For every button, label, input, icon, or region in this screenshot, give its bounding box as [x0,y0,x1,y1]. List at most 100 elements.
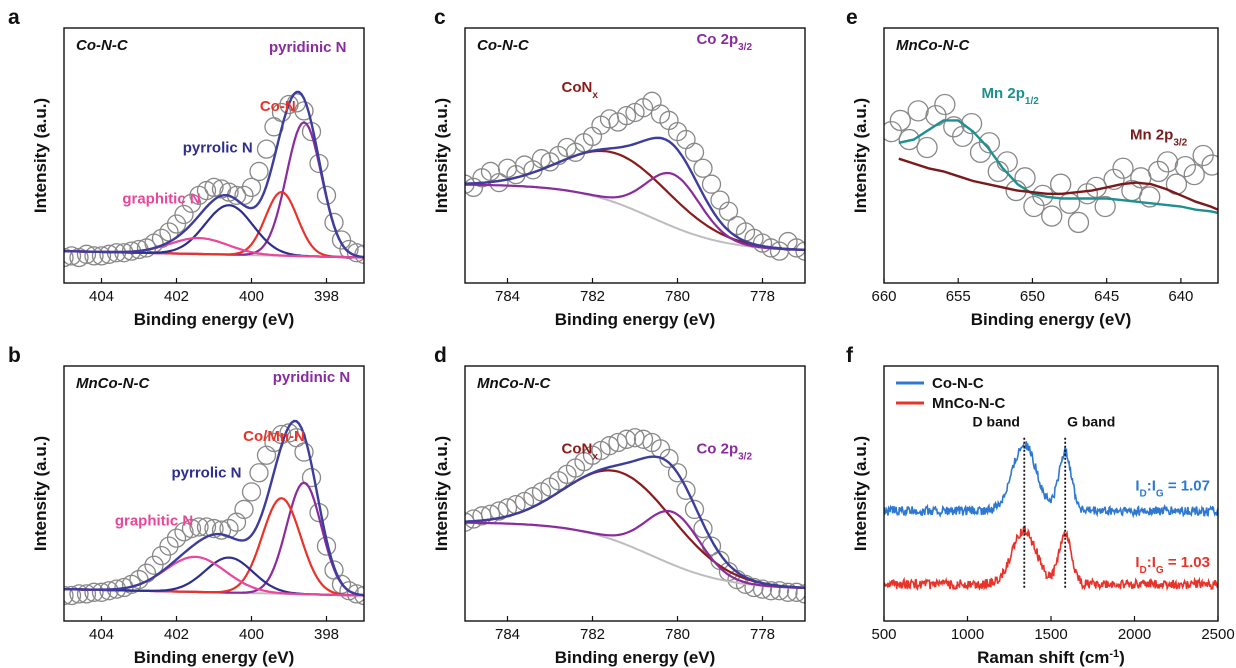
data-point [778,582,798,602]
data-point [181,193,202,213]
data-point [234,499,254,520]
data-point [189,517,209,537]
data-point [249,161,269,182]
panel-label: b [8,344,21,367]
data-point [952,125,974,148]
ratio-sub: D [1140,488,1147,499]
peak-label: Co 2p3/2 [696,31,752,53]
ratio-label: ID:IG = 1.03 [1135,554,1210,576]
plot-frame [63,27,365,284]
data-point [1067,211,1090,234]
peak-label-sub: x [592,451,598,462]
x-tick-label: 398 [314,288,339,305]
plot-frame [883,27,1219,284]
data-point [144,555,164,575]
data-point [256,139,277,159]
data-point [1041,205,1063,227]
x-axis-label-sup: -1 [1109,648,1119,660]
x-axis-label-main: Raman shift (cm [977,648,1109,667]
x-tick-label: 650 [1020,288,1045,305]
sample-label: MnCo-N-C [477,375,551,392]
data-point [684,499,705,520]
data-point [271,102,292,123]
plot-frame [63,365,365,622]
data-point [693,158,713,178]
x-tick-label: 660 [871,288,896,305]
envelope-line [64,419,364,597]
x-tick-label: 2000 [1118,626,1151,643]
data-point [324,212,344,233]
x-tick-label: 655 [946,288,971,305]
peak-label-sub: 1/2 [1025,96,1039,107]
peak-label-main: Mn 2p [1130,127,1173,144]
data-point [346,243,364,263]
band-label: G band [1067,414,1115,430]
data-point [91,246,112,266]
peak-label: Co/Mn-N [243,428,305,445]
panel-label: d [434,344,447,367]
sample-label: Co-N-C [76,37,129,54]
data-point [916,136,938,159]
data-point [1032,184,1054,206]
data-point [599,436,620,456]
peak-label: pyridinic N [273,369,351,386]
x-tick-label: 778 [750,288,775,305]
data-points [465,91,805,261]
data-point [1139,186,1161,208]
data-point [1094,195,1116,218]
data-point [761,581,781,601]
data-point [718,201,739,221]
plot-area [64,419,364,606]
data-point [256,445,277,465]
peak-label-sub: 3/2 [738,451,752,462]
data-point [795,241,805,261]
envelope-line [465,136,805,252]
panel-d: d CoNx Co 2p3/2 MnCo-N-C 784 782 780 778 Binding… [432,344,806,667]
panel-label: a [8,6,20,29]
peak-label-main: Mn 2p [982,85,1025,102]
data-point [616,429,637,449]
plot-frame [464,27,806,284]
data-point [701,174,722,194]
data-point [978,132,1001,154]
band-label: D band [973,414,1020,430]
raman-line [884,525,1218,592]
x-tick-label: 780 [665,288,690,305]
data-point [64,585,74,606]
peak-label: Mn 2p3/2 [1130,127,1188,149]
ratio-part: I [1135,477,1139,494]
data-point [174,204,194,225]
data-point [64,246,82,266]
data-point [84,246,104,266]
x-tick-label: 1000 [951,626,984,643]
data-point [64,247,74,268]
data-point [84,582,104,602]
x-axis-label: Binding energy (eV) [134,310,295,329]
data-point [1076,183,1099,205]
y-axis-label: Intensity (a.u.) [31,98,50,213]
legend-label: MnCo-N-C [932,395,1005,412]
x-tick-label: 782 [580,626,605,643]
data-point [769,581,790,601]
x-tick-label: 1500 [1034,626,1067,643]
x-tick-label: 778 [750,626,775,643]
sample-label: Co-N-C [477,37,530,54]
data-point [316,185,337,205]
data-point [889,109,911,132]
peak-label-main: Co 2p [696,31,738,48]
x-tick-label: 640 [1168,288,1193,305]
raman-line [884,441,1218,519]
peak-label: Mn 2p1/2 [982,85,1040,107]
peak-label: CoNx [562,79,599,101]
data-point [1049,173,1072,195]
envelope-line [465,455,805,589]
data-point [99,244,119,264]
data-point [489,501,509,521]
data-point [249,463,269,483]
panel-label: c [434,6,446,29]
peak-label: pyridinic N [269,39,347,56]
data-point [91,582,112,602]
x-tick-label: 402 [164,626,189,643]
